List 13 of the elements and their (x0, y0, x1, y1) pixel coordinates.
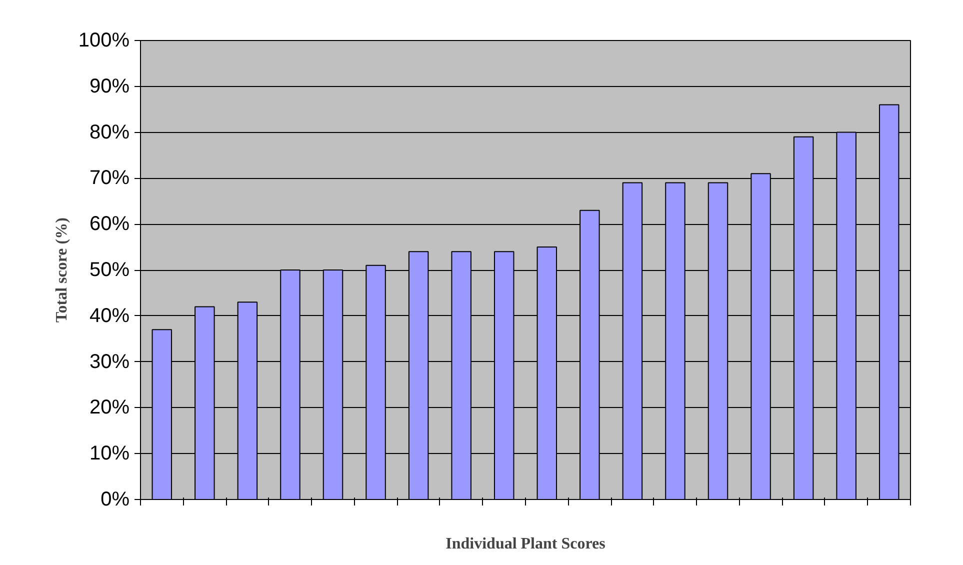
y-tick-label: 60% (89, 213, 130, 236)
y-axis-title: Total score (%) (53, 218, 70, 322)
y-tick-label: 20% (89, 396, 130, 419)
y-tick-label: 10% (89, 442, 130, 465)
y-tick-label: 40% (89, 304, 130, 327)
y-tick-label: 80% (89, 121, 130, 144)
y-tick-label: 0% (100, 488, 130, 510)
y-tick-label: 50% (89, 259, 130, 281)
y-tick-label: 30% (89, 350, 130, 373)
y-tick-label: 70% (89, 167, 130, 190)
y-tick-label: 100% (78, 30, 130, 52)
y-tick-label: 90% (89, 75, 130, 98)
x-axis-title: Individual Plant Scores (446, 536, 606, 552)
